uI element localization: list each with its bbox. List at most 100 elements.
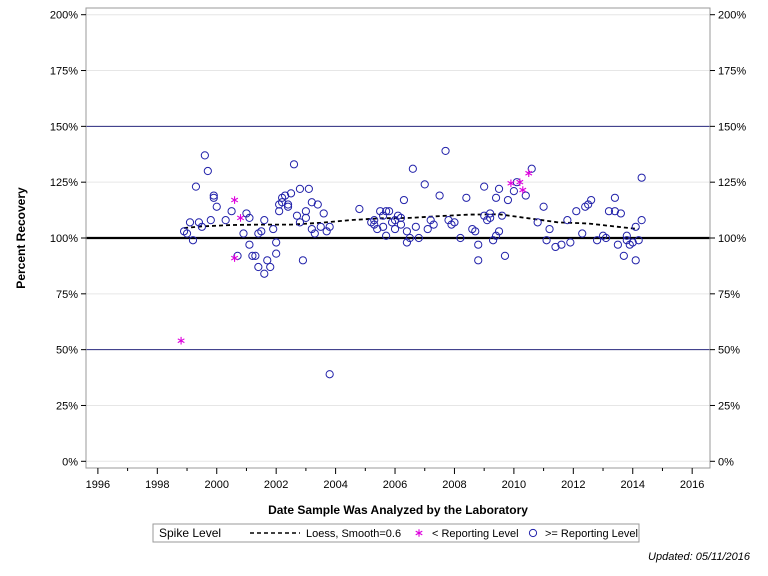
y-tick-label-right: 75%	[718, 289, 740, 301]
asterisk-markers	[177, 169, 533, 345]
y-tick-label-right: 100%	[718, 233, 746, 245]
circle-point	[474, 240, 483, 249]
circle-point	[370, 220, 379, 229]
loess-curve	[184, 213, 639, 230]
circle-point	[298, 256, 308, 265]
circle-point	[382, 207, 391, 216]
legend-below-label: < Reporting Level	[432, 528, 519, 540]
circle-point	[637, 173, 646, 182]
circle-point	[304, 184, 313, 193]
circle-point	[494, 184, 504, 193]
circle-point	[355, 204, 364, 214]
asterisk-point	[231, 196, 239, 204]
legend-above-label: >= Reporting Level	[545, 528, 638, 540]
circle-point	[545, 224, 554, 234]
x-tick-label: 2002	[264, 479, 288, 491]
circle-point	[325, 222, 334, 231]
circle-point	[379, 211, 388, 220]
x-tick-label: 2010	[502, 479, 526, 491]
circle-point	[242, 209, 251, 218]
circle-point	[494, 227, 504, 236]
circle-point	[194, 218, 204, 227]
legend-asterisk-swatch	[415, 529, 423, 537]
y-tick-label-right: 25%	[718, 400, 740, 412]
circle-point	[212, 202, 221, 211]
circle-point	[402, 227, 412, 236]
circle-point	[373, 224, 382, 234]
y-tick-label-left: 175%	[50, 66, 78, 78]
circle-point	[631, 256, 640, 265]
circle-point	[420, 180, 429, 189]
circle-point	[245, 240, 254, 249]
circle-point	[283, 200, 293, 209]
circle-point	[426, 216, 435, 225]
circle-point	[376, 207, 385, 216]
y-tick-label-left: 100%	[50, 233, 78, 245]
x-axis-title: Date Sample Was Analyzed by the Laborato…	[268, 503, 528, 517]
circle-point	[278, 198, 287, 207]
y-tick-label-right: 175%	[718, 66, 746, 78]
circle-point	[269, 224, 278, 234]
circle-point	[307, 198, 316, 207]
circle-point	[592, 236, 602, 245]
circle-point	[613, 240, 622, 249]
circle-point	[628, 238, 637, 247]
asterisk-point	[236, 214, 245, 222]
circle-point	[474, 256, 483, 265]
asterisk-point	[507, 179, 515, 188]
x-tick-label: 2014	[621, 479, 645, 491]
circle-point	[622, 236, 631, 245]
y-tick-label-left: 25%	[56, 400, 78, 412]
circle-point	[411, 222, 420, 231]
circle-point	[209, 193, 218, 202]
circle-point	[450, 218, 459, 227]
legend-circle-swatch	[528, 528, 538, 538]
circle-point	[634, 236, 643, 245]
circle-point	[254, 262, 263, 272]
circle-point	[292, 211, 302, 220]
circle-point	[405, 233, 414, 243]
circle-point	[527, 164, 536, 173]
circle-point	[272, 249, 281, 258]
circle-point	[209, 191, 218, 200]
circle-point	[566, 238, 575, 247]
circle-point	[221, 216, 230, 225]
legend-loess-label: Loess, Smooth=0.6	[306, 528, 401, 540]
y-tick-label-left: 125%	[50, 177, 78, 189]
circle-point	[325, 370, 334, 379]
y-tick-label-right: 200%	[718, 10, 746, 22]
circle-point	[390, 216, 400, 225]
circle-point	[533, 218, 542, 227]
circle-point	[283, 202, 293, 211]
circle-point	[637, 216, 646, 225]
y-tick-label-left: 75%	[56, 289, 78, 301]
circle-point	[260, 269, 269, 278]
circle-point	[322, 227, 331, 236]
circle-point	[604, 207, 614, 216]
circle-point	[539, 202, 548, 211]
circle-point	[295, 218, 305, 227]
circle-point	[206, 216, 215, 225]
circle-point	[316, 222, 325, 231]
circle-point	[488, 236, 498, 245]
circle-point	[503, 195, 513, 205]
circle-point	[435, 191, 444, 200]
legend-asterisk-mark	[415, 529, 423, 537]
circle-point	[429, 220, 438, 229]
x-tick-label: 1998	[145, 479, 169, 491]
circle-point	[402, 238, 412, 247]
circle-point	[619, 251, 628, 260]
circle-point	[557, 240, 566, 249]
circle-point	[610, 193, 620, 202]
y-tick-label-right: 0%	[718, 456, 734, 468]
circle-point	[622, 231, 631, 240]
circle-point	[182, 229, 192, 238]
circle-point	[610, 207, 620, 216]
y-tick-label-left: 150%	[50, 121, 78, 133]
circle-point	[486, 213, 495, 223]
circle-point	[245, 213, 254, 223]
x-tick-label: 2012	[561, 479, 585, 491]
circle-point	[379, 222, 388, 231]
circle-point	[408, 164, 417, 173]
circle-point	[263, 256, 272, 265]
